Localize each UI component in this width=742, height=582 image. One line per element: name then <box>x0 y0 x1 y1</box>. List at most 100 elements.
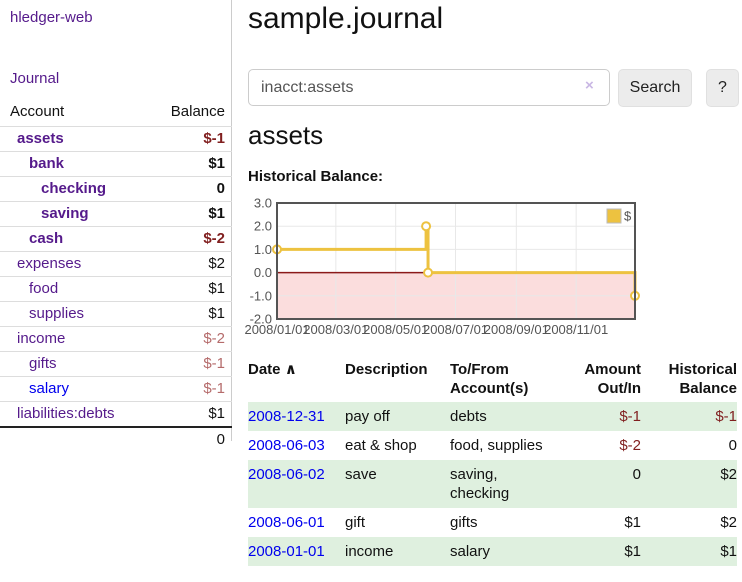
amount-column-header: Amount Out/In <box>584 361 641 397</box>
svg-text:3.0: 3.0 <box>254 196 272 211</box>
transaction-date-link[interactable]: 2008-01-01 <box>248 543 325 560</box>
balance-column-header: Balance <box>170 103 225 120</box>
sidebar-account-link[interactable]: salary <box>29 380 70 397</box>
account-row: expenses $2 <box>0 251 232 276</box>
account-row: salary $-1 <box>0 376 232 401</box>
description-column-header: Description <box>345 361 428 378</box>
transaction-accounts: gifts <box>450 514 478 531</box>
transaction-date-link[interactable]: 2008-06-03 <box>248 437 325 454</box>
transaction-amount: $1 <box>624 514 641 531</box>
transaction-amount: $-1 <box>619 408 641 425</box>
sort-ascending-icon: ∧ <box>284 361 297 378</box>
transaction-accounts: saving, checking <box>450 466 510 502</box>
clear-search-icon[interactable]: × <box>585 77 594 94</box>
account-row: supplies $1 <box>0 301 232 326</box>
svg-text:2008/01/01: 2008/01/01 <box>244 322 309 337</box>
svg-text:-1.0: -1.0 <box>250 288 272 303</box>
account-table-header: Account Balance <box>0 100 232 126</box>
transaction-amount: $-2 <box>619 437 641 454</box>
search-form: × Search ? <box>248 69 740 107</box>
transaction-balance: $2 <box>720 466 737 483</box>
account-heading: assets <box>248 120 324 150</box>
transaction-amount: $1 <box>624 543 641 560</box>
svg-text:2008/11/01: 2008/11/01 <box>544 322 608 337</box>
sidebar-account-link[interactable]: saving <box>41 205 89 222</box>
account-balance: $2 <box>208 255 225 272</box>
search-button[interactable]: Search <box>618 69 692 107</box>
search-input[interactable] <box>248 69 610 106</box>
transaction-balance: $-1 <box>715 408 737 425</box>
transaction-row: 2008-06-03 eat & shop food, supplies $-2 0 <box>248 431 737 460</box>
page-title: sample.journal <box>248 2 444 35</box>
sidebar: hledger-web Journal Account Balance asse… <box>0 0 232 448</box>
transaction-date-link[interactable]: 2008-06-02 <box>248 466 325 483</box>
sidebar-account-link[interactable]: income <box>17 330 66 347</box>
account-balance: $-2 <box>203 230 225 247</box>
help-button[interactable]: ? <box>706 69 739 107</box>
account-row: checking 0 <box>0 176 232 201</box>
transaction-amount: 0 <box>632 466 641 483</box>
sidebar-account-link[interactable]: food <box>29 280 59 297</box>
transaction-row: 2008-06-01 gift gifts $1 $2 <box>248 508 737 537</box>
transaction-date-link[interactable]: 2008-12-31 <box>248 408 325 425</box>
account-column-header: To/From Account(s) <box>450 361 529 397</box>
sidebar-item-journal[interactable]: Journal <box>10 70 60 87</box>
sidebar-account-link[interactable]: checking <box>41 180 107 197</box>
sidebar-account-link[interactable]: liabilities:debts <box>17 405 115 422</box>
main-panel: sample.journal × Search ? assets Histori… <box>244 0 740 582</box>
svg-text:0.0: 0.0 <box>254 265 272 280</box>
svg-text:2008/07/01: 2008/07/01 <box>423 322 488 337</box>
transaction-description: gift <box>345 514 366 531</box>
transaction-balance: $2 <box>720 514 737 531</box>
account-total-row: 0 <box>0 426 232 452</box>
historical-balance-chart: $3.0 2.0 1.0 0.0 -1.0 -2.02008/01/012008/03/0… <box>244 196 640 337</box>
account-balance: $1 <box>208 305 225 322</box>
register-table: Date ∧ Description To/From Account(s) Am… <box>248 358 737 566</box>
svg-text:2008/05/01: 2008/05/01 <box>363 322 428 337</box>
account-row: assets $-1 <box>0 126 232 151</box>
account-row: bank $1 <box>0 151 232 176</box>
transaction-row: 2008-06-02 save saving, checking 0 $2 <box>248 460 737 508</box>
account-column-header: Account <box>10 103 65 120</box>
svg-text:$: $ <box>624 209 632 224</box>
account-balance: $1 <box>208 280 225 297</box>
svg-text:2008/09/01: 2008/09/01 <box>484 322 549 337</box>
app-title-link[interactable]: hledger-web <box>10 9 93 26</box>
sidebar-account-link[interactable]: expenses <box>17 255 82 272</box>
total-balance: 0 <box>216 431 225 448</box>
account-balance: $-1 <box>203 380 225 397</box>
svg-text:1.0: 1.0 <box>254 242 272 257</box>
sidebar-account-link[interactable]: bank <box>29 155 65 172</box>
transaction-accounts: food, supplies <box>450 437 543 454</box>
account-row: income $-2 <box>0 326 232 351</box>
transaction-row: 2008-01-01 income salary $1 $1 <box>248 537 737 566</box>
transaction-row: 2008-12-31 pay off debts $-1 $-1 <box>248 402 737 431</box>
account-row: saving $1 <box>0 201 232 226</box>
account-balance: $-1 <box>203 355 225 372</box>
chart-title: Historical Balance: <box>248 168 384 185</box>
balance-column-header: Historical Balance <box>668 361 737 397</box>
date-column-header[interactable]: Date ∧ <box>248 361 297 378</box>
transaction-description: eat & shop <box>345 437 417 454</box>
sidebar-account-link[interactable]: cash <box>29 230 64 247</box>
sidebar-account-link[interactable]: gifts <box>29 355 57 372</box>
transaction-balance: 0 <box>728 437 737 454</box>
svg-text:2008/03/01: 2008/03/01 <box>303 322 368 337</box>
transaction-description: pay off <box>345 408 390 425</box>
account-balance: $1 <box>208 405 225 422</box>
account-balance: $1 <box>208 155 225 172</box>
account-row: cash $-2 <box>0 226 232 251</box>
account-balance: $-1 <box>203 130 225 147</box>
account-balance-table: Account Balance assets $-1 bank $1 checking 0… <box>0 100 232 452</box>
sidebar-account-link[interactable]: supplies <box>29 305 85 322</box>
account-balance: $-2 <box>203 330 225 347</box>
transaction-balance: $1 <box>720 543 737 560</box>
transaction-description: income <box>345 543 394 560</box>
transaction-date-link[interactable]: 2008-06-01 <box>248 514 325 531</box>
svg-text:2.0: 2.0 <box>254 219 272 234</box>
account-balance: 0 <box>216 180 225 197</box>
account-balance: $1 <box>208 205 225 222</box>
sidebar-account-link[interactable]: assets <box>17 130 64 147</box>
account-row: liabilities:debts $1 <box>0 401 232 426</box>
transaction-accounts: debts <box>450 408 487 425</box>
